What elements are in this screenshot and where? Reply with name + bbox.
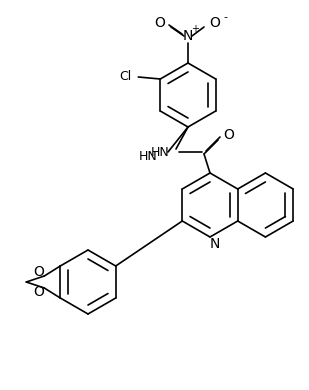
Text: O: O	[33, 285, 44, 299]
Text: N: N	[210, 237, 220, 251]
Text: O: O	[210, 16, 220, 30]
Text: HN: HN	[151, 145, 170, 158]
Text: O: O	[224, 128, 235, 142]
Text: O: O	[154, 16, 165, 30]
Text: HN: HN	[139, 151, 158, 163]
Text: Cl: Cl	[119, 69, 131, 83]
Text: O: O	[33, 265, 44, 279]
Text: N: N	[183, 29, 193, 43]
Text: +: +	[191, 24, 199, 34]
Text: -: -	[223, 12, 227, 22]
